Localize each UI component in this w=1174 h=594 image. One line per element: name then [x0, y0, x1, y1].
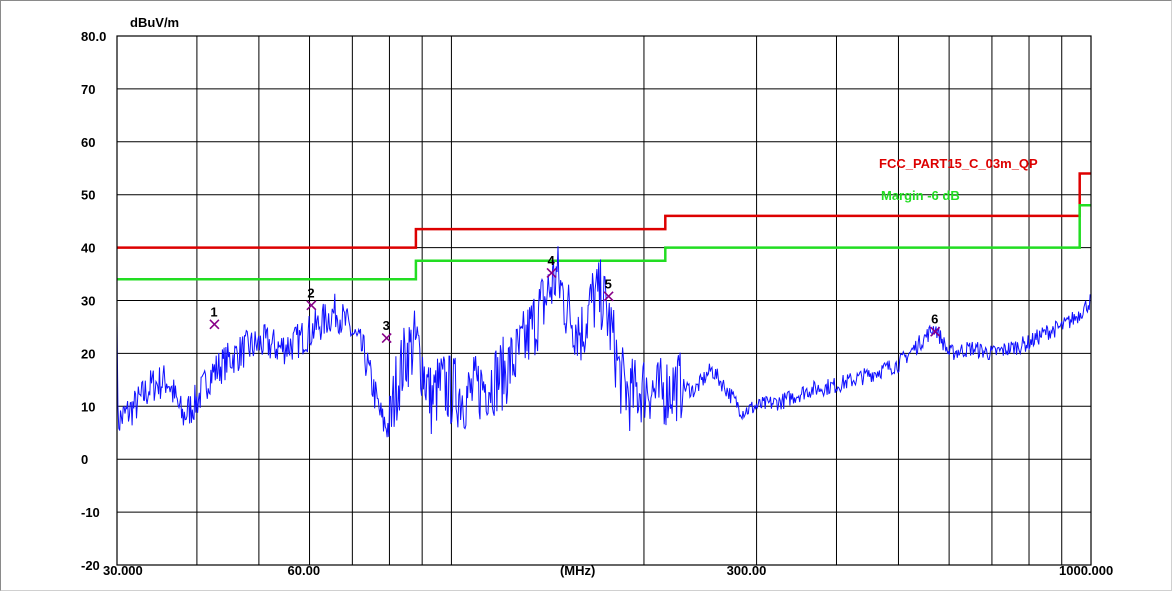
y-tick-label: -10	[81, 505, 100, 520]
marker-label: 5	[605, 276, 612, 291]
x-tick-label: 1000.000	[1059, 563, 1113, 578]
y-axis-ticks: 80.0 70 60 50 40 30 20 10 0 -10 -20	[81, 29, 106, 573]
limit-lines	[117, 172, 1091, 281]
x-tick-label: 60.00	[288, 563, 321, 578]
margin-line	[117, 204, 1091, 281]
x-axis-ticks: 30.000 60.00 (MHz) 300.00 1000.000	[103, 563, 1113, 578]
y-tick-label: 40	[81, 241, 95, 256]
marker-cross	[546, 267, 557, 279]
marker-cross	[306, 300, 317, 311]
y-tick-label: 70	[81, 82, 95, 97]
marker-cross	[209, 319, 220, 330]
marker-label: 4	[548, 253, 556, 268]
peak-markers: 1 2 3 4 5 6	[209, 253, 941, 344]
y-tick-label: 20	[81, 346, 95, 361]
legend-limit-label: FCC_PART15_C_03m_QP	[879, 156, 1038, 171]
y-tick-label: -20	[81, 558, 100, 573]
y-tick-label: 80.0	[81, 29, 106, 44]
peak-marker: 4	[546, 253, 557, 279]
marker-label: 1	[210, 304, 217, 319]
y-tick-label: 0	[81, 452, 88, 467]
marker-cross	[930, 326, 941, 337]
measurement-trace	[116, 246, 1092, 438]
peak-marker: 5	[603, 276, 614, 302]
marker-cross	[381, 332, 392, 344]
grid	[117, 36, 1091, 565]
y-axis-unit: dBuV/m	[130, 15, 179, 30]
x-tick-label: (MHz)	[560, 563, 595, 578]
x-tick-label: 30.000	[103, 563, 143, 578]
peak-marker: 2	[306, 285, 317, 311]
peak-marker: 3	[381, 318, 392, 344]
y-tick-label: 30	[81, 294, 95, 309]
marker-label: 6	[931, 312, 938, 327]
y-tick-label: 10	[81, 399, 95, 414]
marker-label: 2	[307, 285, 314, 300]
x-tick-label: 300.00	[727, 563, 767, 578]
marker-label: 3	[383, 318, 390, 333]
plot-border	[116, 35, 1092, 566]
limit-line	[117, 172, 1091, 249]
y-tick-label: 60	[81, 135, 95, 150]
peak-marker: 6	[930, 312, 941, 337]
legend-margin-label: Margin -6 dB	[881, 188, 960, 203]
y-tick-label: 50	[81, 188, 95, 203]
marker-cross	[603, 291, 614, 302]
peak-marker: 1	[209, 304, 220, 330]
trace-line	[116, 246, 1092, 438]
